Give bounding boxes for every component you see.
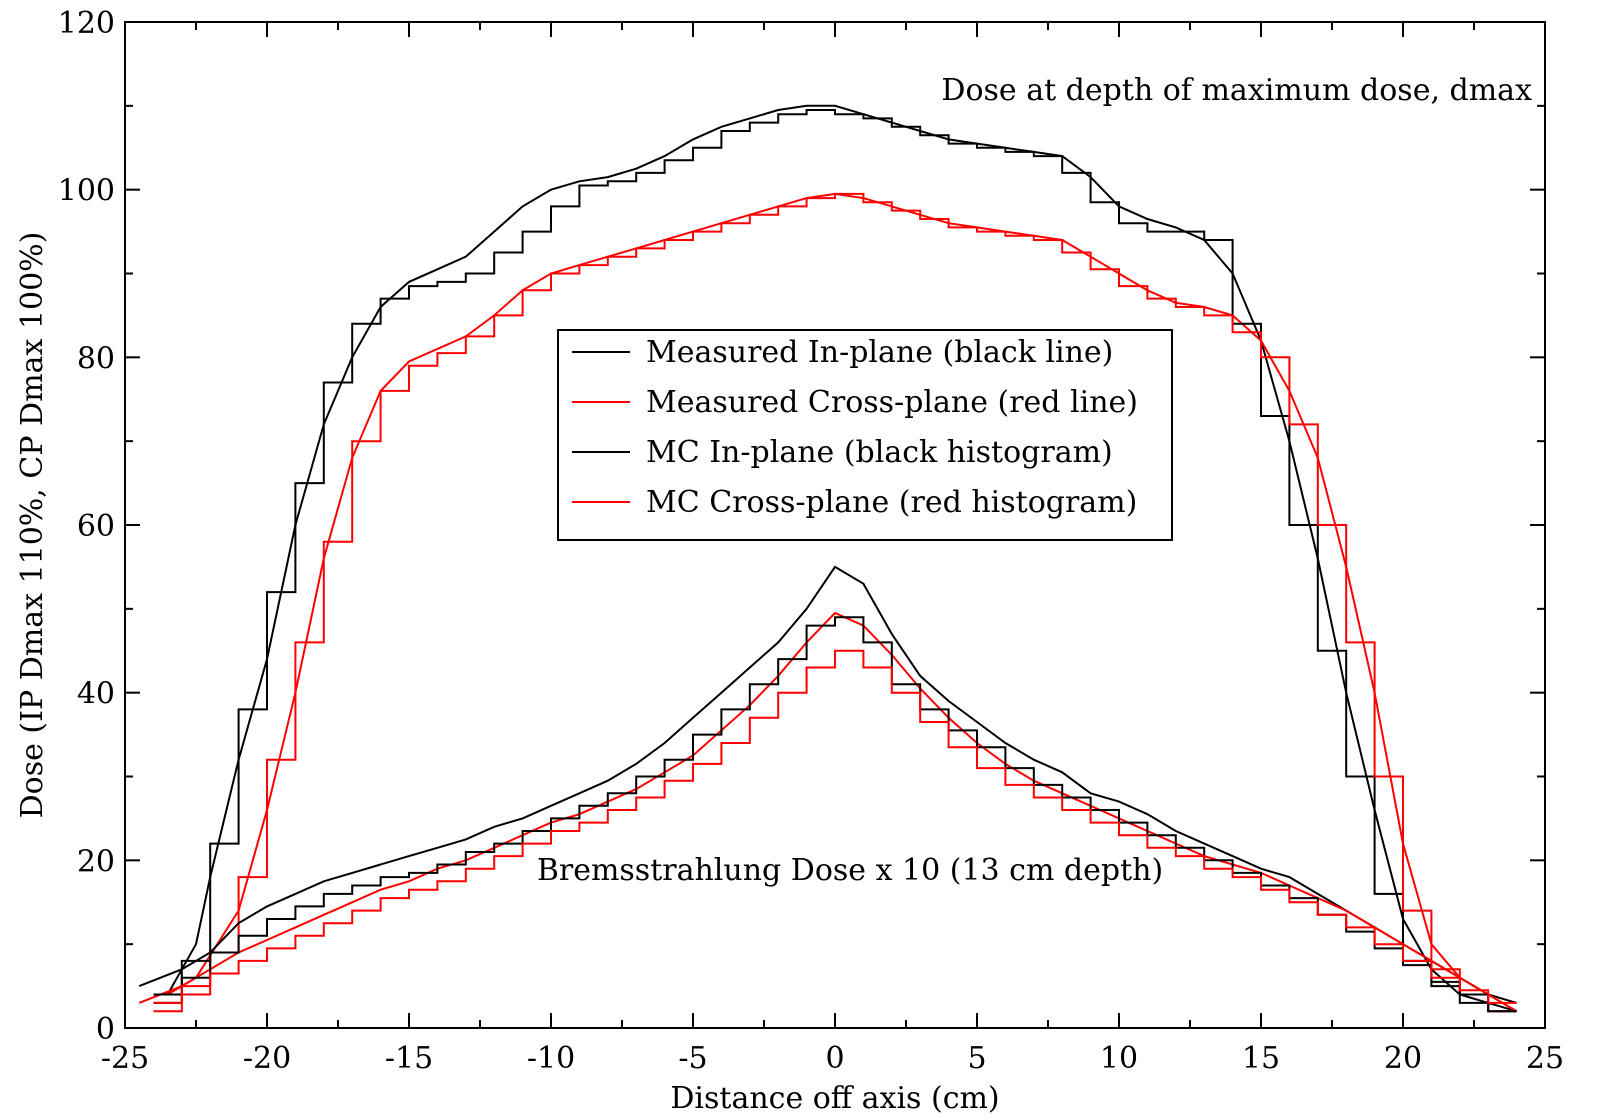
y-tick-label: 120 xyxy=(58,6,115,41)
series-3-histogram xyxy=(153,192,1517,1013)
legend: Measured In-plane (black line) Measured C… xyxy=(557,329,1173,541)
series-2-histogram xyxy=(153,109,1517,1013)
y-tick-label: 0 xyxy=(96,1012,115,1047)
y-tick-label: 20 xyxy=(77,844,115,879)
x-tick-label: 5 xyxy=(967,1041,986,1076)
series-layer xyxy=(138,104,1518,1013)
axis-tick-labels: -25 -20 -15 -10 -5 0 5 10 15 20 25 0 20 40 60 80 100 120 xyxy=(58,6,1564,1076)
x-tick-label: -20 xyxy=(243,1041,291,1076)
x-tick-label: 20 xyxy=(1384,1041,1422,1076)
y-tick-label: 100 xyxy=(58,174,115,209)
x-axis-title: Distance off axis (cm) xyxy=(670,1081,999,1116)
axis-ticks xyxy=(124,21,1546,1029)
x-tick-label: -15 xyxy=(385,1041,433,1076)
series-7-histogram xyxy=(153,649,1517,1004)
x-tick-label: -25 xyxy=(101,1041,149,1076)
x-tick-label: 15 xyxy=(1242,1041,1280,1076)
x-tick-label: 0 xyxy=(825,1041,844,1076)
y-tick-label: 80 xyxy=(77,341,115,376)
series-5-line xyxy=(138,611,1518,1013)
x-tick-label: 25 xyxy=(1526,1041,1564,1076)
legend-label: Measured Cross-plane (red line) xyxy=(646,385,1138,420)
legend-label: Measured In-plane (black line) xyxy=(646,335,1113,370)
legend-label: MC In-plane (black histogram) xyxy=(646,435,1113,470)
y-tick-label: 60 xyxy=(77,509,115,544)
y-axis-title: Dose (IP Dmax 110%, CP Dmax 100%) xyxy=(15,232,50,819)
x-tick-label: -5 xyxy=(678,1041,707,1076)
annotation-dmax: Dose at depth of maximum dose, dmax xyxy=(941,73,1532,108)
series-4-line xyxy=(138,565,1517,1004)
series-1-line xyxy=(167,192,1518,1013)
series-6-histogram xyxy=(153,616,1517,1013)
legend-items: Measured In-plane (black line) Measured C… xyxy=(572,335,1138,520)
y-tick-label: 40 xyxy=(77,677,115,712)
x-tick-label: -10 xyxy=(527,1041,575,1076)
legend-label: MC Cross-plane (red histogram) xyxy=(646,485,1137,520)
annotation-bremsstrahlung: Bremsstrahlung Dose x 10 (13 cm depth) xyxy=(537,853,1163,888)
x-tick-label: 10 xyxy=(1100,1041,1138,1076)
legend-box xyxy=(557,329,1173,541)
